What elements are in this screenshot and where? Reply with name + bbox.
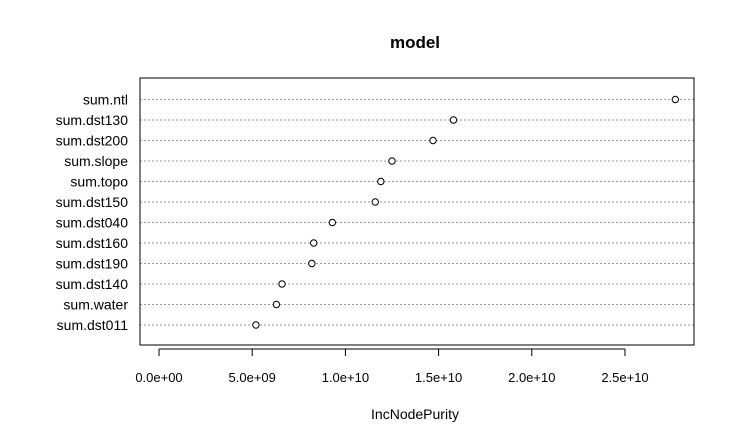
data-point [371, 198, 379, 206]
data-point [377, 177, 385, 186]
category-label: sum.dst190 [56, 256, 129, 272]
x-axis: 0.0e+00 5.0e+09 1.0e+10 1.5e+10 2.0e+10 2.5e+… [135, 348, 649, 385]
category-label: sum.dst011 [57, 317, 129, 333]
data-point [310, 239, 318, 247]
category-labels: sum.ntl sum.dst130 sum.dst200 sum.slope sum.… [56, 92, 129, 334]
category-label: sum.slope [64, 153, 128, 169]
data-point [272, 300, 281, 309]
gridlines [140, 99, 694, 326]
x-tick-label: 2.0e+10 [508, 370, 555, 385]
x-axis-title: IncNodePurity [371, 406, 459, 422]
category-label: sum.water [63, 297, 128, 313]
data-point [252, 321, 260, 329]
data-point [308, 259, 316, 268]
data-point [278, 280, 286, 288]
category-label: sum.topo [70, 174, 128, 190]
x-tick-label: 1.0e+10 [322, 370, 369, 385]
x-tick-label: 2.5e+10 [601, 370, 648, 385]
data-points [252, 95, 680, 329]
plot-frame [139, 77, 695, 346]
chart-title: model [390, 33, 440, 52]
category-label: sum.ntl [83, 92, 128, 108]
category-label: sum.dst160 [56, 235, 129, 251]
x-tick-label: 0.0e+00 [135, 370, 182, 385]
data-point [388, 157, 396, 165]
x-tick-label: 1.5e+10 [415, 370, 462, 385]
category-label: sum.dst140 [56, 276, 129, 292]
category-label: sum.dst130 [56, 112, 129, 128]
data-point [671, 95, 680, 104]
category-label: sum.dst040 [56, 215, 129, 231]
data-point [449, 116, 458, 124]
data-point [429, 136, 437, 145]
x-tick-label: 5.0e+09 [229, 370, 276, 385]
category-label: sum.dst200 [56, 133, 129, 149]
data-point [328, 218, 337, 227]
category-label: sum.dst150 [56, 194, 129, 210]
